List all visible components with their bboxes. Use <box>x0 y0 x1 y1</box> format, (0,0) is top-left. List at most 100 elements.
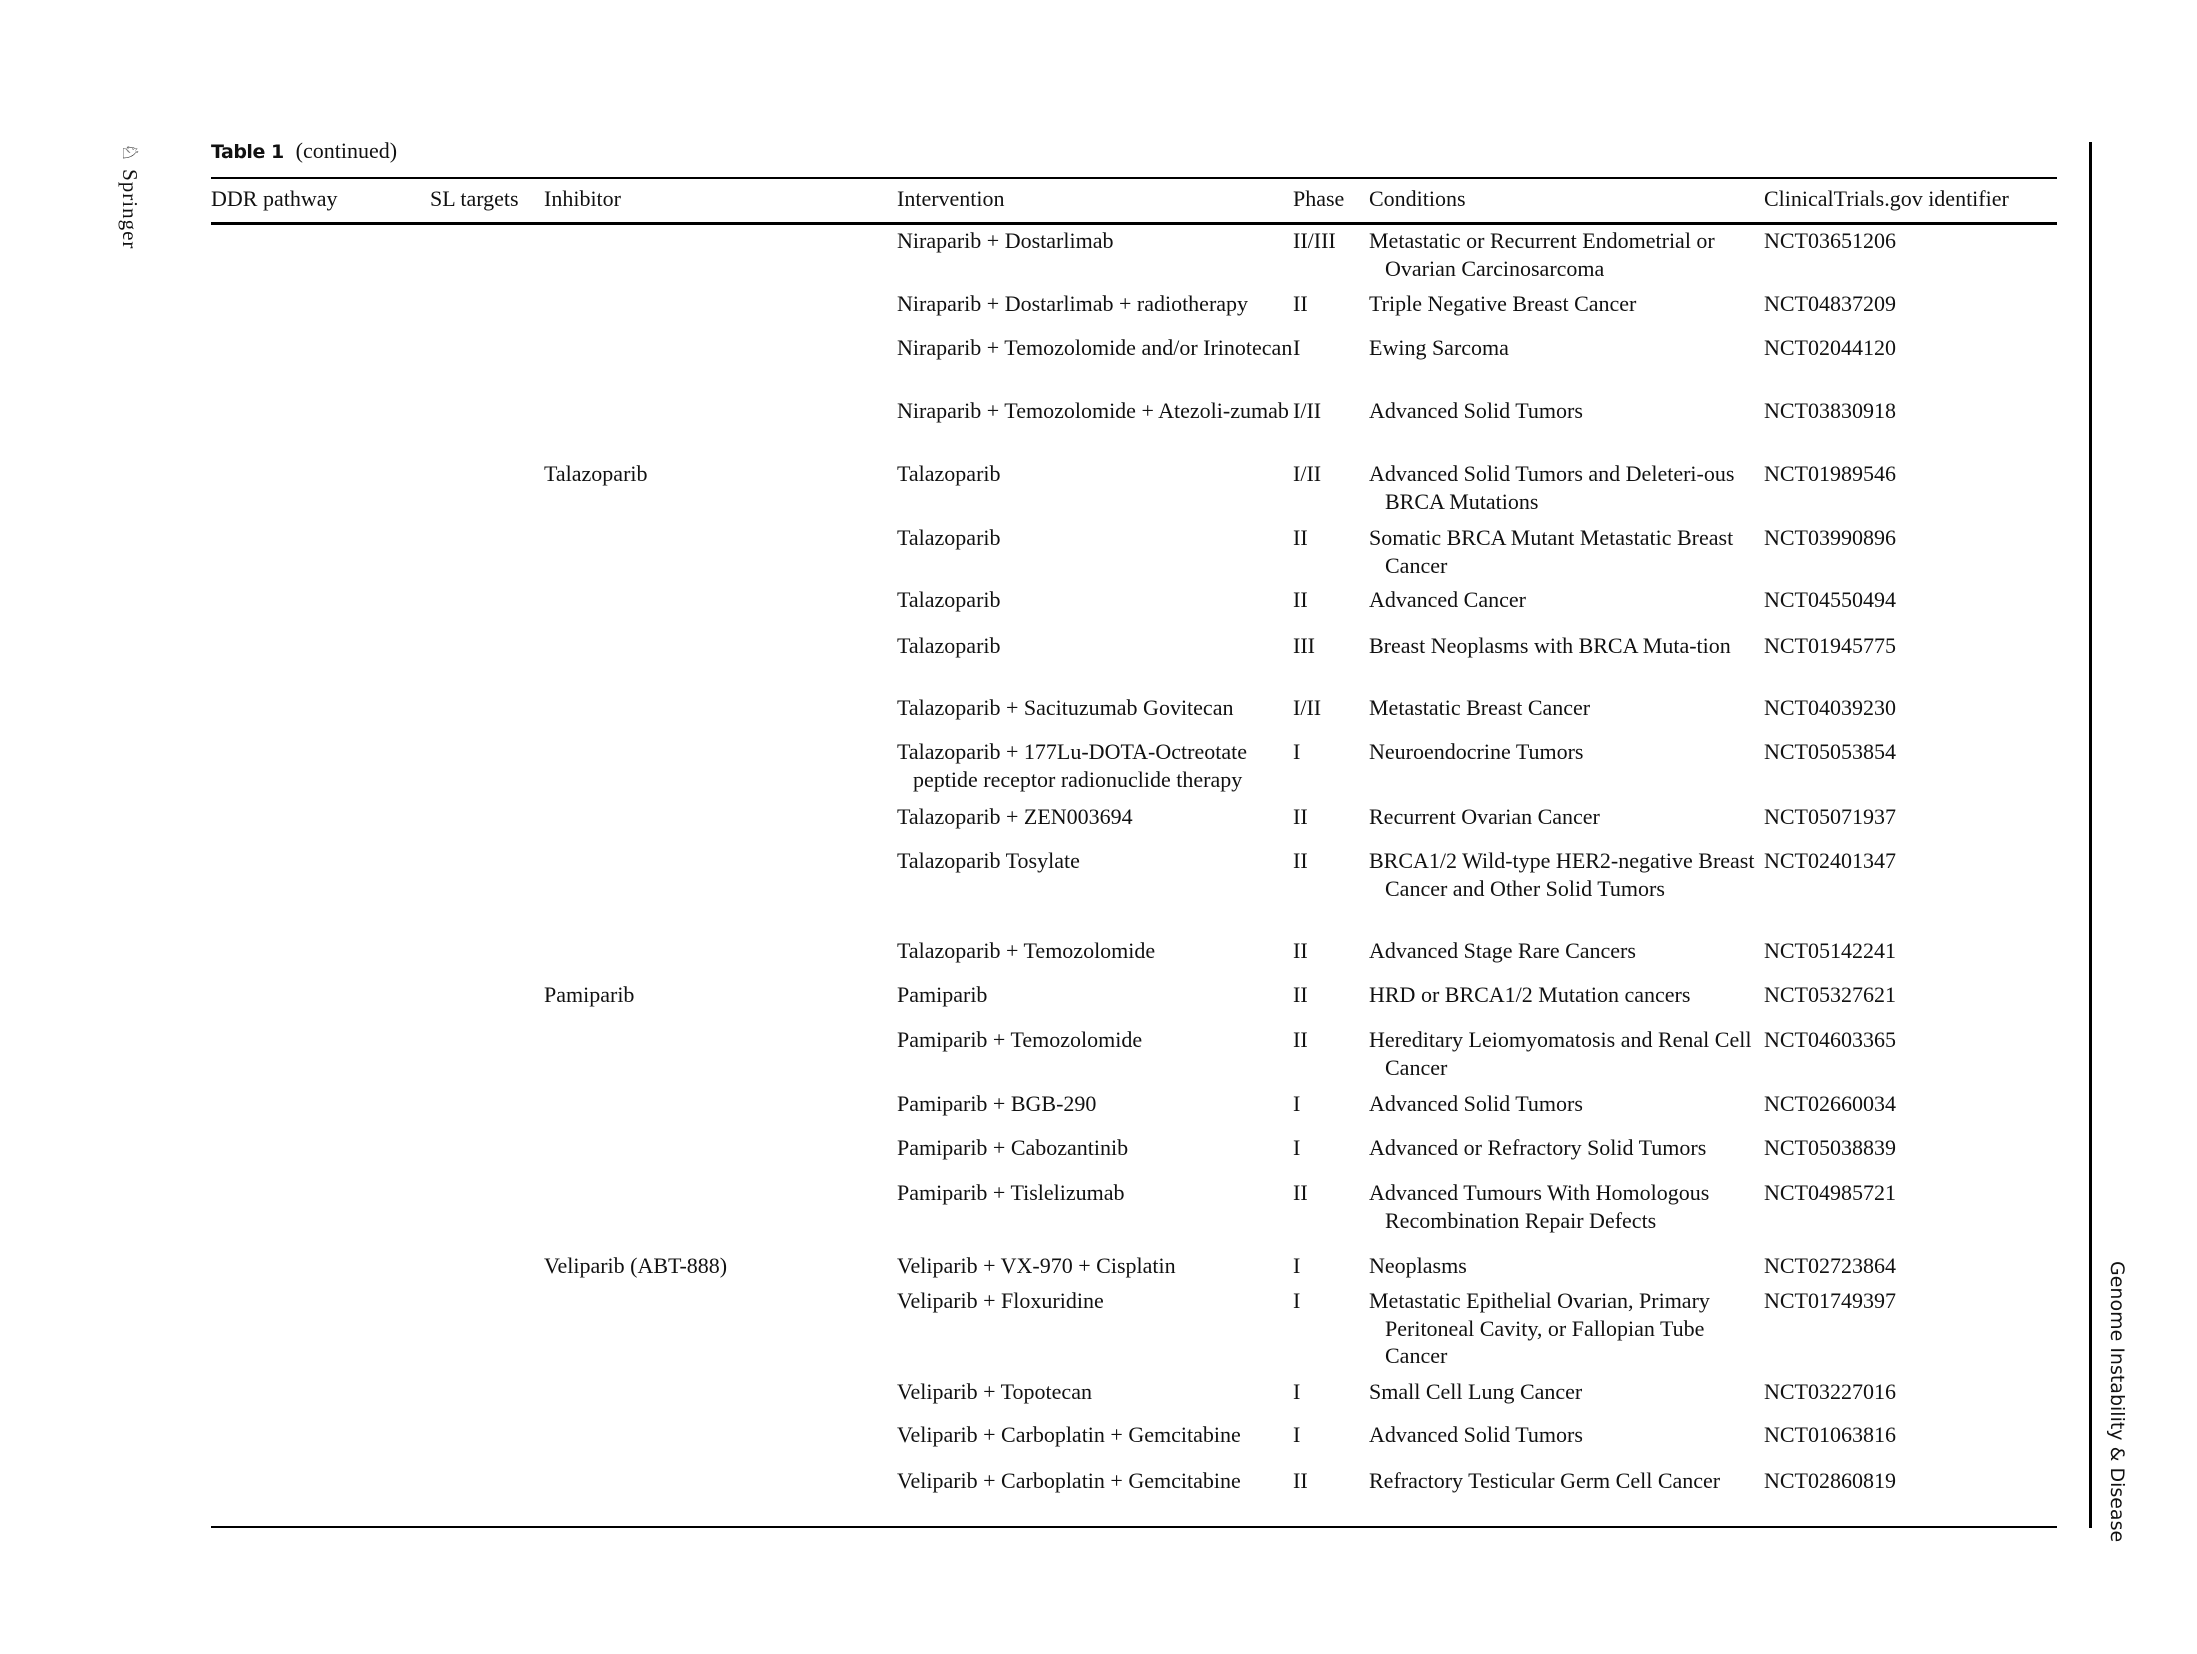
conditions-cell: Advanced Cancer <box>1369 587 1526 612</box>
identifier-cell: NCT01749397 <box>1764 1288 1896 1313</box>
column-header: Inhibitor <box>544 186 621 211</box>
table-bottom-rule <box>211 1526 2057 1528</box>
conditions-cell: Advanced Tumours With Homologous Recombi… <box>1369 1180 1710 1233</box>
conditions-cell: Recurrent Ovarian Cancer <box>1369 804 1600 829</box>
phase-cell: III <box>1293 633 1315 658</box>
phase-cell: II/III <box>1293 228 1336 253</box>
phase-cell: II <box>1293 804 1308 829</box>
identifier-cell: NCT05071937 <box>1764 804 1896 829</box>
identifier-cell: NCT02860819 <box>1764 1468 1896 1493</box>
phase-cell: II <box>1293 938 1308 963</box>
phase-cell: I <box>1293 1379 1301 1404</box>
phase-cell: I/II <box>1293 461 1322 486</box>
identifier-cell: NCT05142241 <box>1764 938 1896 963</box>
intervention-cell: Veliparib + Topotecan <box>897 1379 1092 1404</box>
identifier-cell: NCT03830918 <box>1764 398 1896 423</box>
identifier-cell: NCT05327621 <box>1764 982 1896 1007</box>
phase-cell: I <box>1293 1422 1301 1447</box>
conditions-cell: Advanced Solid Tumors <box>1369 1091 1583 1116</box>
identifier-cell: NCT04550494 <box>1764 587 1896 612</box>
phase-cell: I <box>1293 1135 1301 1160</box>
identifier-cell: NCT04985721 <box>1764 1180 1896 1205</box>
conditions-cell: Triple Negative Breast Cancer <box>1369 291 1637 316</box>
conditions-cell: Breast Neoplasms with BRCA Muta-tion <box>1369 633 1731 658</box>
table-label: Table 1 <box>211 141 284 163</box>
phase-cell: I <box>1293 1288 1301 1313</box>
conditions-cell: Hereditary Leiomyomatosis and Renal Cell… <box>1369 1027 1752 1080</box>
intervention-cell: Pamiparib + Temozolomide <box>897 1027 1143 1052</box>
conditions-cell: Metastatic Epithelial Ovarian, Primary P… <box>1369 1288 1710 1369</box>
conditions-cell: BRCA1/2 Wild-type HER2-negative Breast C… <box>1369 848 1755 901</box>
phase-cell: II <box>1293 525 1308 550</box>
intervention-cell: Niraparib + Dostarlimab + radiotherapy <box>897 291 1249 316</box>
identifier-cell: NCT03227016 <box>1764 1379 1896 1404</box>
intervention-cell: Talazoparib + 177Lu-DOTA-Octreotate pept… <box>897 739 1247 792</box>
column-header: Phase <box>1293 186 1345 211</box>
margin-line <box>2089 142 2092 1528</box>
intervention-cell: Pamiparib <box>897 982 988 1007</box>
identifier-cell: NCT02660034 <box>1764 1091 1896 1116</box>
intervention-cell: Talazoparib + Sacituzumab Govitecan <box>897 695 1234 720</box>
identifier-cell: NCT01989546 <box>1764 461 1896 486</box>
intervention-cell: Niraparib + Temozolomide + Atezoli-zumab <box>897 398 1289 423</box>
phase-cell: II <box>1293 1180 1308 1205</box>
conditions-cell: Advanced Solid Tumors <box>1369 1422 1583 1447</box>
conditions-cell: Neuroendocrine Tumors <box>1369 739 1584 764</box>
intervention-cell: Talazoparib + ZEN003694 <box>897 804 1133 829</box>
table-caption: Table 1 (continued) <box>211 138 397 164</box>
intervention-cell: Pamiparib + Cabozantinib <box>897 1135 1129 1160</box>
intervention-cell: Talazoparib <box>897 633 1001 658</box>
phase-cell: I <box>1293 1091 1301 1116</box>
intervention-cell: Pamiparib + Tislelizumab <box>897 1180 1125 1205</box>
identifier-cell: NCT02401347 <box>1764 848 1896 873</box>
inhibitor-cell: Veliparib (ABT-888) <box>544 1253 728 1278</box>
identifier-cell: NCT01945775 <box>1764 633 1896 658</box>
intervention-cell: Niraparib + Temozolomide and/or Irinotec… <box>897 335 1293 360</box>
intervention-cell: Talazoparib <box>897 461 1001 486</box>
conditions-cell: Somatic BRCA Mutant Metastatic Breast Ca… <box>1369 525 1734 578</box>
identifier-cell: NCT03990896 <box>1764 525 1896 550</box>
inhibitor-cell: Pamiparib <box>544 982 635 1007</box>
intervention-cell: Veliparib + Carboplatin + Gemcitabine <box>897 1422 1241 1447</box>
phase-cell: II <box>1293 1468 1308 1493</box>
conditions-cell: Neoplasms <box>1369 1253 1467 1278</box>
identifier-cell: NCT01063816 <box>1764 1422 1896 1447</box>
conditions-cell: Advanced Solid Tumors and Deleteri-ous B… <box>1369 461 1735 514</box>
identifier-cell: NCT02723864 <box>1764 1253 1896 1278</box>
conditions-cell: HRD or BRCA1/2 Mutation cancers <box>1369 982 1691 1007</box>
phase-cell: II <box>1293 291 1308 316</box>
intervention-cell: Talazoparib <box>897 525 1001 550</box>
column-header: DDR pathway <box>211 186 338 211</box>
table-header-rule <box>211 222 2057 225</box>
conditions-cell: Advanced Stage Rare Cancers <box>1369 938 1636 963</box>
phase-cell: I/II <box>1293 695 1322 720</box>
intervention-cell: Talazoparib + Temozolomide <box>897 938 1156 963</box>
journal-name: Genome Instability & Disease <box>2106 1261 2128 1543</box>
inhibitor-cell: Talazoparib <box>544 461 648 486</box>
table-continued: (continued) <box>295 138 398 163</box>
phase-cell: II <box>1293 982 1308 1007</box>
conditions-cell: Ewing Sarcoma <box>1369 335 1509 360</box>
column-header: Conditions <box>1369 186 1466 211</box>
phase-cell: I <box>1293 335 1301 360</box>
phase-cell: I <box>1293 1253 1301 1278</box>
column-header: SL targets <box>430 186 519 211</box>
intervention-cell: Veliparib + Carboplatin + Gemcitabine <box>897 1468 1241 1493</box>
phase-cell: II <box>1293 1027 1308 1052</box>
intervention-cell: Pamiparib + BGB-290 <box>897 1091 1097 1116</box>
identifier-cell: NCT04039230 <box>1764 695 1896 720</box>
intervention-cell: Talazoparib Tosylate <box>897 848 1080 873</box>
identifier-cell: NCT03651206 <box>1764 228 1896 253</box>
identifier-cell: NCT04603365 <box>1764 1027 1896 1052</box>
identifier-cell: NCT02044120 <box>1764 335 1896 360</box>
identifier-cell: NCT04837209 <box>1764 291 1896 316</box>
conditions-cell: Advanced or Refractory Solid Tumors <box>1369 1135 1707 1160</box>
phase-cell: II <box>1293 848 1308 873</box>
publisher-logo: ♘ Springer <box>118 143 142 250</box>
springer-horse-logo-icon: ♘ <box>118 143 142 170</box>
conditions-cell: Refractory Testicular Germ Cell Cancer <box>1369 1468 1721 1493</box>
intervention-cell: Niraparib + Dostarlimab <box>897 228 1114 253</box>
identifier-cell: NCT05038839 <box>1764 1135 1896 1160</box>
column-header: Intervention <box>897 186 1005 211</box>
conditions-cell: Metastatic Breast Cancer <box>1369 695 1591 720</box>
